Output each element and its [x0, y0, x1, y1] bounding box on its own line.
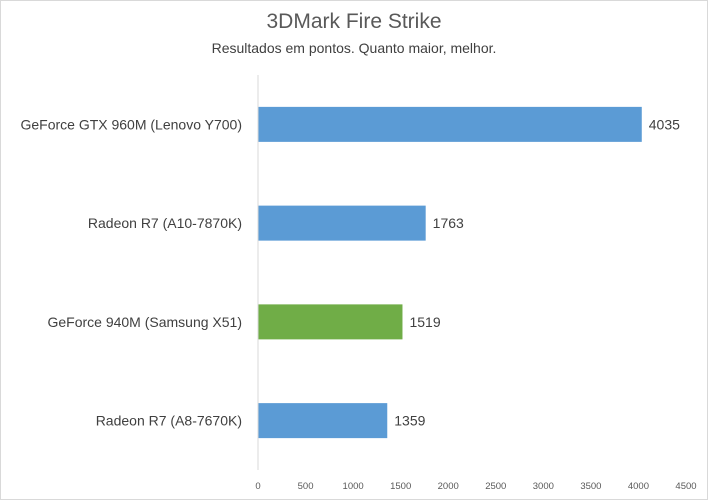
data-label-4: 1359 [394, 413, 425, 429]
x-tick-label-1: 0 [255, 481, 260, 492]
bar-4 [258, 403, 388, 439]
bar-2 [258, 205, 426, 241]
category-label-4: Radeon R7 (A8-7670K) [96, 413, 242, 429]
chart-title: 3DMark Fire Strike [266, 10, 442, 33]
x-tick-label-7: 3000 [533, 481, 554, 492]
category-label-2: Radeon R7 (A10-7870K) [88, 215, 242, 231]
x-tick-label-9: 4000 [628, 481, 649, 492]
x-tick-label-5: 2000 [438, 481, 459, 492]
x-tick-label-2: 500 [298, 481, 314, 492]
bar-3 [258, 304, 403, 340]
bar-1 [258, 106, 642, 142]
chart-subtitle: Resultados em pontos. Quanto maior, melh… [211, 40, 497, 56]
data-label-3: 1519 [409, 314, 440, 330]
x-tick-label-3: 1000 [343, 481, 364, 492]
category-label-1: GeForce GTX 960M (Lenovo Y700) [20, 116, 242, 132]
data-label-1: 4035 [649, 116, 680, 132]
x-tick-label-8: 3500 [580, 481, 601, 492]
x-tick-label-6: 2500 [485, 481, 506, 492]
data-label-2: 1763 [433, 215, 464, 231]
category-label-3: GeForce 940M (Samsung X51) [47, 314, 242, 330]
x-tick-label-4: 1500 [390, 481, 411, 492]
x-tick-label-10: 4500 [675, 481, 696, 492]
